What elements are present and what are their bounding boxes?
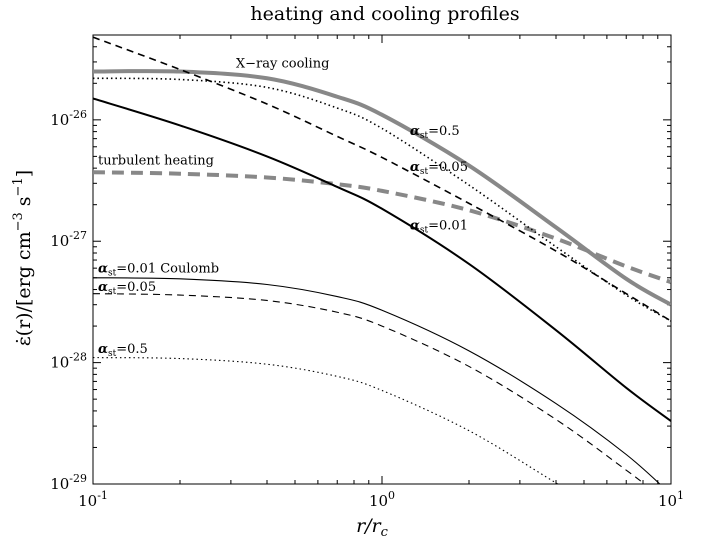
annotation-3: αst=0.05	[410, 160, 468, 177]
annotation-5: αst=0.01 Coulomb	[98, 262, 219, 279]
y-tick-label: 10-26	[50, 108, 87, 129]
axis-labels: r/rc ε̇(r)/[erg cm−3 s−1]	[11, 170, 389, 540]
series-line-6	[93, 293, 646, 484]
y-axis-label-mid: s	[13, 196, 35, 212]
x-tick-label: 100	[369, 489, 395, 510]
y-axis-label-sup1: −3	[11, 212, 26, 231]
y-axis-label-end: ]	[13, 170, 35, 177]
x-axis-label-sub: c	[381, 525, 389, 538]
x-axis-label-main: r/r	[356, 515, 382, 537]
series-line-2	[93, 77, 671, 322]
y-axis-label-main: ε̇(r)/[erg cm	[13, 231, 35, 346]
y-axis-label-sup2: −1	[11, 177, 26, 196]
y-tick-label: 10-29	[50, 472, 87, 493]
annotation-layer: X−ray cooling turbulent heating αst=0.5 αst…	[98, 56, 468, 359]
series-layer	[93, 36, 671, 484]
series-line-1	[93, 170, 671, 285]
annotation-6: αst=0.05	[98, 280, 156, 297]
annotation-0: X−ray cooling	[236, 56, 330, 71]
series-line-7	[93, 357, 559, 484]
y-tick-label: 10-27	[50, 229, 87, 250]
plot-frame	[92, 34, 672, 485]
series-line-5	[93, 277, 661, 484]
chart-title: heating and cooling profiles	[250, 3, 519, 25]
y-tick-label: 10-28	[50, 351, 87, 372]
annotation-1: turbulent heating	[98, 153, 214, 168]
x-axis-label: r/rc	[356, 515, 389, 538]
x-tick-label: 101	[658, 489, 684, 510]
x-tick-label: 10-1	[78, 489, 108, 510]
series-line-4	[93, 97, 671, 422]
series-line-3	[93, 36, 671, 322]
series-line-0	[93, 69, 671, 307]
y-axis-label: ε̇(r)/[erg cm−3 s−1]	[11, 170, 35, 346]
annotation-2: αst=0.5	[410, 124, 460, 141]
axes-layer: 10-1 100 101 10-29 10-28 10-27 10-26	[50, 34, 684, 510]
annotation-4: αst=0.01	[410, 218, 468, 235]
annotation-7: αst=0.5	[98, 342, 148, 359]
